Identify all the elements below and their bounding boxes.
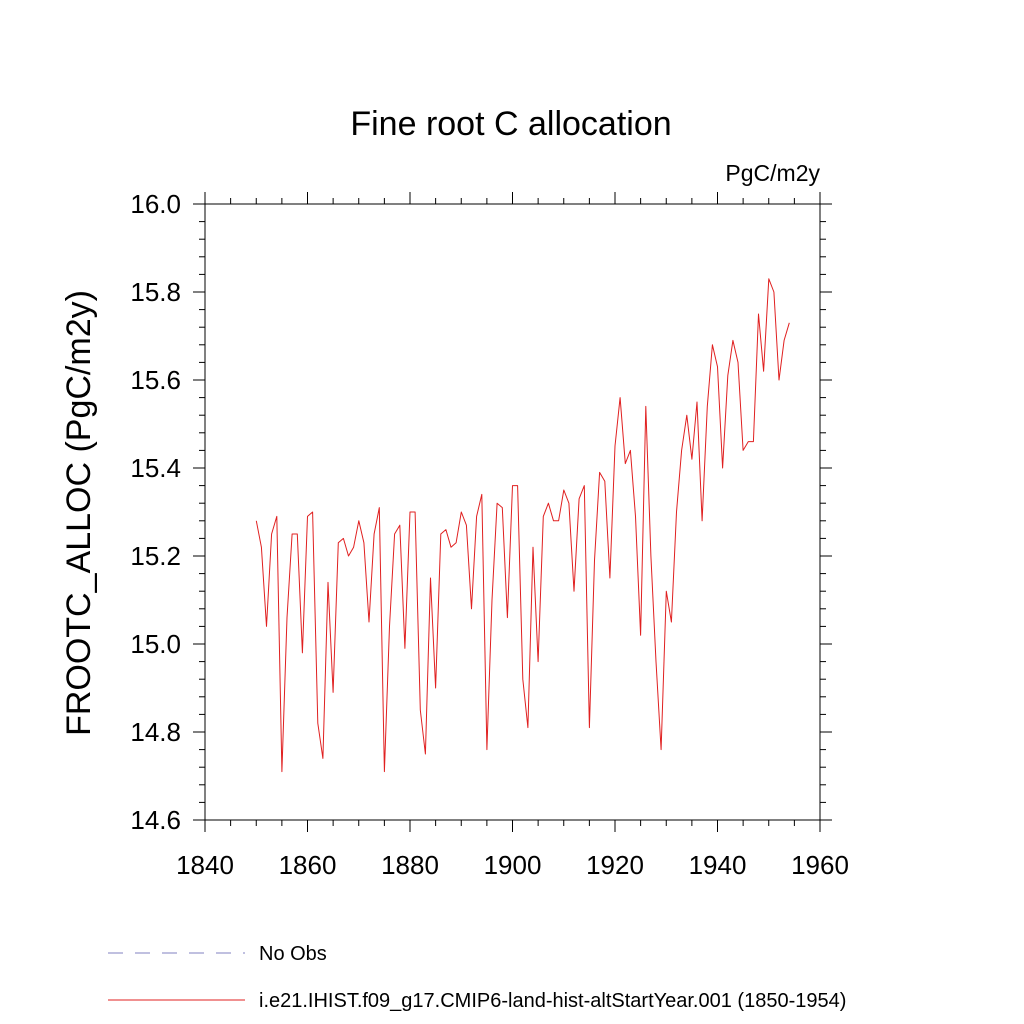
y-tick-label: 15.0: [130, 629, 181, 659]
series-line: [255, 278, 790, 773]
y-axis-label: FROOTC_ALLOC (PgC/m2y): [60, 290, 98, 736]
y-tick-label: 14.6: [130, 805, 181, 835]
y-tick-label: 15.6: [130, 365, 181, 395]
x-tick-label: 1860: [279, 850, 337, 880]
legend-label-model: i.e21.IHIST.f09_g17.CMIP6-land-hist-altS…: [259, 990, 846, 1012]
y-tick-label: 15.4: [130, 453, 181, 483]
y-tick-label: 15.2: [130, 541, 181, 571]
y-tick-label: 16.0: [130, 189, 181, 219]
plot-frame: [204, 203, 821, 821]
legend: No Obs i.e21.IHIST.f09_g17.CMIP6-land-hi…: [108, 943, 846, 1012]
chart-title: Fine root C allocation: [350, 105, 671, 143]
x-tick-label: 1960: [791, 850, 849, 880]
x-axis: 1840 1860 1880 1900 1920 1940 1960: [176, 192, 849, 880]
x-tick-label: 1840: [176, 850, 234, 880]
x-tick-label: 1920: [586, 850, 644, 880]
legend-label-no-obs: No Obs: [259, 943, 327, 965]
series-layer: [255, 278, 790, 773]
units-label: PgC/m2y: [725, 160, 820, 186]
y-tick-label: 15.8: [130, 277, 181, 307]
y-tick-label: 14.8: [130, 717, 181, 747]
x-tick-label: 1880: [381, 850, 439, 880]
plot-border: [204, 203, 821, 821]
y-axis: 14.6 14.8 15.0 15.2 15.4 15.6 15.8 16.0: [130, 189, 832, 835]
x-tick-label: 1900: [484, 850, 542, 880]
x-tick-label: 1940: [689, 850, 747, 880]
